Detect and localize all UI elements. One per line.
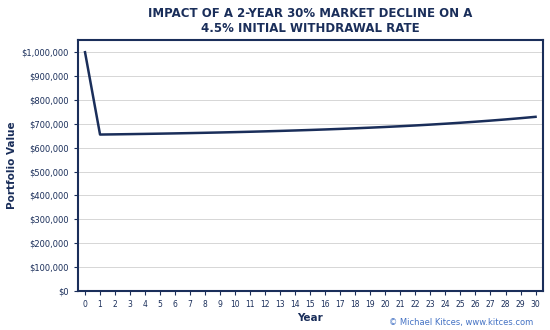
Y-axis label: Portfolio Value: Portfolio Value — [7, 122, 17, 209]
Title: IMPACT OF A 2-YEAR 30% MARKET DECLINE ON A
4.5% INITIAL WITHDRAWAL RATE: IMPACT OF A 2-YEAR 30% MARKET DECLINE ON… — [148, 7, 472, 35]
X-axis label: Year: Year — [298, 313, 323, 323]
Text: © Michael Kitces, www.kitces.com: © Michael Kitces, www.kitces.com — [389, 318, 534, 327]
